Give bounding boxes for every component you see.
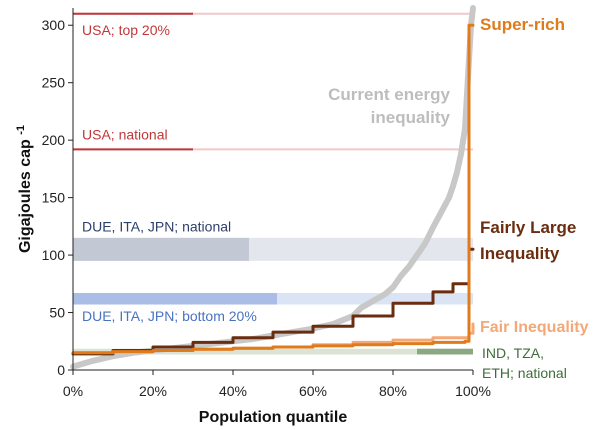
reference-label: ETH; national [482,365,567,381]
series-label: Super-rich [480,15,565,34]
axes-layer: 0 50 100 150 200 250 300 0% 20% 40% 60% 80% 100% Popu… [15,8,491,426]
y-tick-label: 100 [42,247,66,263]
reference-label: IND, TZA, [482,345,544,361]
series-label: inequality [371,108,451,127]
reference-label: DUE, ITA, JPN; national [82,218,231,234]
series-label: Fairly Large [480,218,576,237]
series-layer [70,5,476,370]
y-tick-label: 250 [42,75,66,91]
x-tick-label: 100% [455,383,491,399]
x-tick-label: 80% [379,383,407,399]
series-label: Current energy [328,85,450,104]
y-tick-label: 150 [42,190,66,206]
series-label: Fair Inequality [480,319,589,336]
series-label: Inequality [480,244,560,263]
x-tick-label: 40% [219,383,247,399]
y-axis-title-main: Gigajoules cap [17,135,34,253]
y-tick-label: 200 [42,132,66,148]
y-tick-label: 300 [42,17,66,33]
reference-bands-layer [73,12,473,355]
x-tick-label: 0% [63,383,83,399]
reference-band [73,237,249,261]
reference-band [73,293,277,305]
series-line [71,23,475,355]
y-tick-label: 0 [57,362,65,378]
labels-layer: USA; top 20% USA; national DUE, ITA, JPN; … [82,15,589,381]
series-line [71,247,475,356]
reference-band-faint [73,348,473,355]
x-tick-label: 60% [299,383,327,399]
reference-label: USA; national [82,126,168,142]
y-axis-title-superscript: -1 [15,125,27,135]
y-tick-label: 50 [49,305,65,321]
x-axis-title: Population quantile [199,409,348,426]
y-axis-title: Gigajoules cap -1 [15,125,34,253]
x-tick-label: 20% [139,383,167,399]
reference-label: DUE, ITA, JPN; bottom 20% [82,308,257,324]
reference-band [417,348,473,355]
reference-label: USA; top 20% [82,22,170,38]
